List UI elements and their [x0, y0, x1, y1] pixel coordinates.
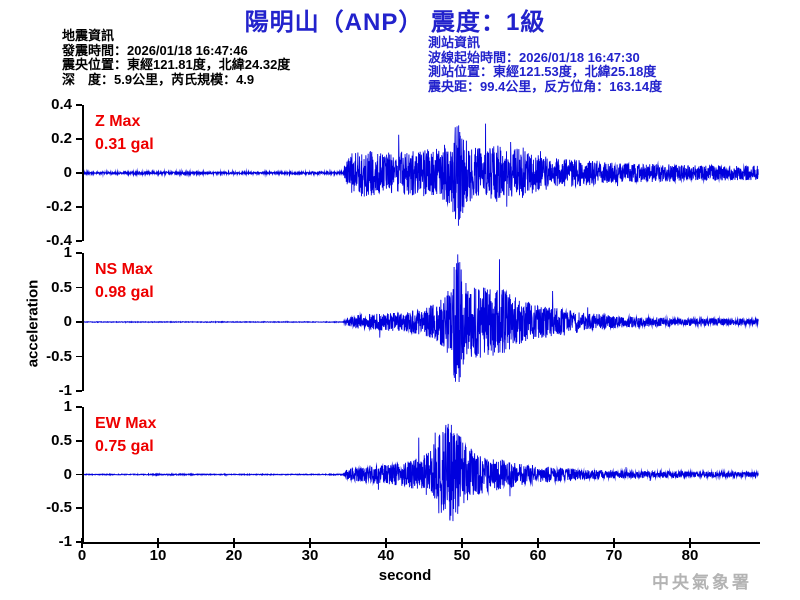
y-tick-label: -0.5 [46, 499, 72, 517]
y-axis-tick [76, 355, 82, 358]
y-axis-tick [76, 390, 82, 392]
x-axis-tick [233, 538, 235, 548]
x-axis-tick [309, 538, 311, 548]
y-axis-tick [76, 172, 82, 174]
y-axis-spine [82, 407, 84, 542]
y-tick-label: 0 [63, 465, 72, 483]
x-tick-label: 70 [605, 547, 623, 564]
y-tick-label: 1 [63, 244, 72, 261]
x-tick-label: 40 [377, 547, 395, 564]
channel-max-value: 0.98 gal [95, 284, 154, 301]
y-axis-tick [76, 439, 82, 442]
y-tick-label: 0 [63, 313, 72, 330]
y-tick-label: 1 [63, 398, 72, 415]
channel-max-label: NS Max [95, 261, 153, 278]
channel-max-value: 0.31 gal [95, 136, 154, 153]
y-axis-spine [82, 253, 84, 391]
x-tick-label: 80 [681, 547, 699, 564]
x-tick-label: 20 [225, 547, 243, 564]
channel-max-value: 0.75 gal [95, 438, 154, 455]
y-axis-tick [76, 104, 82, 106]
x-axis-tick [385, 538, 387, 548]
channel-max-annotation: NS Max 0.98 gal [95, 258, 154, 304]
y-axis-spine [82, 105, 84, 241]
x-axis-tick [157, 538, 159, 548]
y-tick-label: -0.4 [46, 232, 72, 249]
x-axis-tick [689, 538, 691, 548]
y-axis-tick [76, 507, 82, 510]
x-axis-tick [613, 538, 615, 548]
x-axis-line [82, 542, 760, 544]
y-axis-tick [76, 541, 82, 543]
y-tick-label: 0.4 [51, 96, 72, 113]
y-tick-label: 0.5 [51, 431, 72, 449]
x-axis-tick [81, 538, 83, 548]
y-axis-tick [76, 473, 82, 476]
channel-max-annotation: EW Max 0.75 gal [95, 412, 156, 458]
y-tick-label: -1 [58, 382, 72, 399]
y-tick-label: 0.5 [51, 278, 72, 296]
x-tick-label: 0 [77, 547, 87, 564]
y-tick-label: 0.2 [51, 130, 72, 147]
y-axis-tick [76, 138, 82, 140]
y-axis-tick [76, 252, 82, 254]
y-axis-tick [76, 240, 82, 242]
x-tick-label: 30 [301, 547, 319, 564]
y-axis-tick [76, 206, 82, 208]
channel-max-label: EW Max [95, 415, 157, 432]
agency-watermark: 中央氣象署 [652, 573, 752, 593]
y-axis-tick [76, 406, 82, 408]
x-tick-label: 50 [453, 547, 471, 564]
x-tick-label: 10 [149, 547, 167, 564]
y-axis-tick [76, 286, 82, 289]
y-tick-label: -1 [58, 533, 72, 550]
channel-max-annotation: Z Max 0.31 gal [95, 110, 154, 156]
x-axis-tick [537, 538, 539, 548]
y-axis-tick [76, 321, 82, 323]
y-tick-label: -0.5 [46, 347, 72, 365]
y-tick-label: -0.2 [46, 198, 72, 215]
y-tick-label: 0 [63, 164, 72, 181]
channel-max-label: Z Max [95, 113, 141, 130]
x-axis-tick [461, 538, 463, 548]
x-axis-label: second [378, 567, 432, 584]
x-tick-label: 60 [529, 547, 547, 564]
